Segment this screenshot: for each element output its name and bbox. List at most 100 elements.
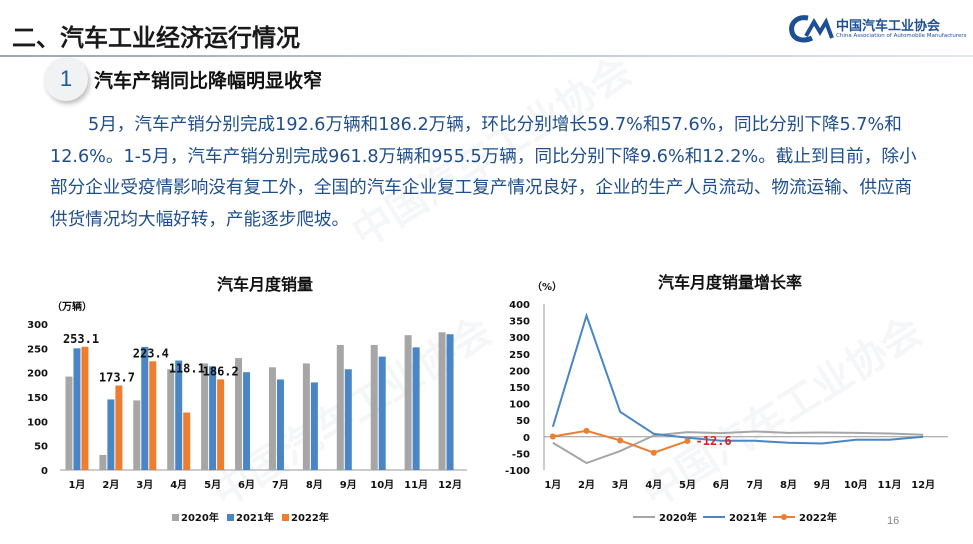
y-axis-label: （万辆） <box>52 300 92 313</box>
marker-2022年-2月 <box>583 427 590 434</box>
y-tick-label: 150 <box>509 383 530 394</box>
data-label: -12.6 <box>696 434 732 448</box>
y-tick-label: 0 <box>523 433 530 444</box>
x-tick-label: 2月 <box>578 479 595 491</box>
x-tick-label: 4月 <box>645 479 662 491</box>
legend-label: 2020年 <box>181 511 219 524</box>
bar-2020年-6月 <box>235 358 243 470</box>
x-tick-label: 5月 <box>679 479 696 491</box>
bar-2022年-3月 <box>149 361 157 470</box>
bar-2021年-8月 <box>310 382 318 470</box>
bar-2020年-2月 <box>99 454 107 470</box>
y-tick-label: 100 <box>27 417 48 428</box>
bar-2021年-2月 <box>107 399 115 470</box>
x-tick-label: 9月 <box>340 479 357 491</box>
legend-label: 2021年 <box>236 511 274 524</box>
bar-2021年-9月 <box>344 369 352 470</box>
marker-2022年-5月 <box>684 437 691 444</box>
y-tick-label: -50 <box>512 449 530 460</box>
x-tick-label: 8月 <box>780 479 797 491</box>
legend-swatch <box>172 514 179 521</box>
bar-2020年-12月 <box>438 332 446 470</box>
bar-2021年-1月 <box>73 348 81 470</box>
chart-title: 汽车月度销量 <box>217 275 313 294</box>
x-tick-label: 12月 <box>438 479 462 491</box>
x-tick-label: 8月 <box>306 479 323 491</box>
x-tick-label: 10月 <box>370 479 394 491</box>
y-tick-label: 250 <box>509 350 530 361</box>
bar-2021年-5月 <box>209 366 217 470</box>
bar-2020年-4月 <box>167 369 175 470</box>
y-tick-label: 200 <box>509 366 530 377</box>
legend-marker <box>781 514 787 520</box>
y-tick-label: 200 <box>27 369 48 380</box>
legend-label: 2022年 <box>291 511 329 524</box>
legend-label: 2021年 <box>729 511 767 524</box>
y-tick-label: 150 <box>27 393 48 404</box>
data-label: 253.1 <box>63 332 99 346</box>
bar-chart-svg: 汽车月度销量 （万辆） 0 50 100 150 200 250 300 1月 2月 3月 4月 5月 6月… <box>27 275 467 524</box>
bar-2020年-3月 <box>133 400 141 470</box>
title-divider <box>0 55 973 57</box>
bar-2020年-5月 <box>201 363 209 470</box>
chart-title: 汽车月度销量增长率 <box>658 273 802 292</box>
y-tick-label: 0 <box>41 466 48 477</box>
x-tick-label: 12月 <box>911 479 935 491</box>
logo-en-text: China Association of Automobile Manufact… <box>836 33 967 39</box>
bar-2021年-6月 <box>243 372 251 470</box>
bar-2021年-12月 <box>446 334 454 470</box>
x-tick-label: 3月 <box>136 479 153 491</box>
bar-2020年-11月 <box>404 335 412 470</box>
bar-2020年-8月 <box>302 363 310 470</box>
bar-2022年-2月 <box>115 385 123 470</box>
bar-2020年-1月 <box>65 376 73 470</box>
y-tick-label: 50 <box>516 416 530 427</box>
y-axis-label: （%） <box>532 280 562 293</box>
caam-logo-icon <box>789 15 834 43</box>
bar-chart: 汽车月度销量 （万辆） 0 50 100 150 200 250 300 1月 2月 3月 4月 5月 6月… <box>22 262 482 537</box>
bar-2022年-1月 <box>81 346 89 470</box>
x-tick-label: 5月 <box>204 479 221 491</box>
data-label: 118.1 <box>169 362 205 376</box>
line-series-2020年 <box>552 430 924 465</box>
y-tick-label: 300 <box>509 333 530 344</box>
x-tick-label: 4月 <box>170 479 187 491</box>
x-tick-label: 9月 <box>814 479 831 491</box>
x-tick-label: 3月 <box>612 479 629 491</box>
marker-2022年-1月 <box>549 433 556 440</box>
y-tick-label: 400 <box>509 300 530 311</box>
x-tick-label: 6月 <box>713 479 730 491</box>
y-tick-label: 350 <box>509 317 530 328</box>
x-tick-label: 1月 <box>544 479 561 491</box>
legend-label: 2022年 <box>799 511 837 524</box>
bar-2020年-9月 <box>336 344 344 470</box>
y-tick-label: 250 <box>27 344 48 355</box>
line-chart: 汽车月度销量增长率 （%） -100 -50 0 50 100 150 200 250 300 350… <box>500 262 960 537</box>
x-tick-label: 6月 <box>238 479 255 491</box>
subtitle-number-badge: 1 <box>44 57 88 101</box>
line-chart-svg: 汽车月度销量增长率 （%） -100 -50 0 50 100 150 200 250 300 350… <box>505 273 948 524</box>
x-tick-label: 7月 <box>272 479 289 491</box>
bar-2020年-7月 <box>268 367 276 470</box>
section-title: 二、汽车工业经济运行情况 <box>12 24 300 52</box>
logo-cn-text: 中国汽车工业协会 <box>836 19 941 34</box>
x-tick-label: 2月 <box>102 479 119 491</box>
legend-label: 2020年 <box>659 511 697 524</box>
page-number: 16 <box>887 515 900 527</box>
x-tick-label: 10月 <box>844 479 868 491</box>
bar-2022年-4月 <box>183 412 191 470</box>
marker-2022年-3月 <box>617 437 624 444</box>
y-tick-label: 300 <box>27 320 48 331</box>
data-label: 223.4 <box>133 346 169 360</box>
bar-2021年-7月 <box>276 379 284 470</box>
y-tick-label: 50 <box>34 442 48 453</box>
legend-swatch <box>282 514 289 521</box>
caam-logo: 中国汽车工业协会 China Association of Automobile… <box>788 14 967 48</box>
x-tick-label: 7月 <box>746 479 763 491</box>
summary-paragraph: 5月，汽车产销分别完成192.6万辆和186.2万辆，环比分别增长59.7%和5… <box>50 115 917 230</box>
y-tick-label: -100 <box>505 466 530 477</box>
bar-2022年-5月 <box>217 379 225 470</box>
legend-swatch <box>227 514 234 521</box>
marker-2022年-4月 <box>650 449 657 456</box>
